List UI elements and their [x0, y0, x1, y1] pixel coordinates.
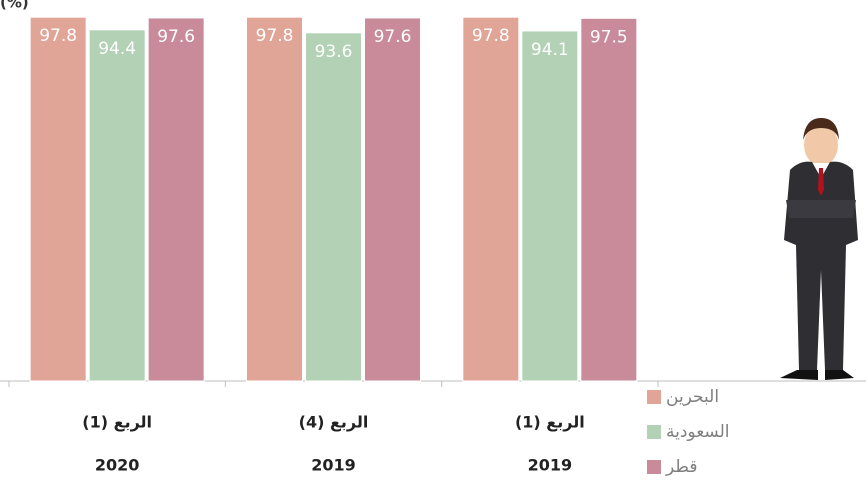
value-label: 94.4 — [98, 39, 136, 59]
value-label: 97.8 — [472, 26, 510, 46]
legend-swatch — [647, 425, 661, 439]
bar — [89, 30, 145, 381]
bar — [463, 17, 519, 381]
bar — [522, 31, 578, 381]
chart: (%) الربع (1) 2020 97.8 94.4 97.6 الربع (4) 20… — [0, 0, 866, 490]
bar — [148, 18, 204, 381]
bar — [247, 17, 303, 381]
legend-swatch — [647, 390, 661, 404]
value-label: 97.8 — [39, 26, 77, 46]
x-tick-label: الربع (1) — [515, 413, 585, 432]
bar — [30, 17, 86, 381]
value-label: 94.1 — [531, 40, 569, 60]
x-tick-label: الربع (4) — [299, 413, 369, 432]
legend-label: البحرين — [666, 387, 719, 407]
value-label: 93.6 — [315, 42, 353, 62]
x-tick-label: 2020 — [95, 456, 140, 475]
value-label: 97.6 — [157, 27, 195, 47]
x-tick-label: 2019 — [528, 456, 573, 475]
legend-label: قطر — [665, 457, 697, 477]
value-label: 97.6 — [374, 27, 412, 47]
bar — [365, 18, 421, 381]
bar — [306, 33, 362, 381]
x-tick-label: 2019 — [311, 456, 356, 475]
bar — [581, 18, 637, 381]
legend-label: السعودية — [666, 422, 729, 442]
y-axis-label: (%) — [0, 0, 29, 12]
value-label: 97.8 — [256, 26, 294, 46]
legend-swatch — [647, 460, 661, 474]
value-label: 97.5 — [590, 27, 628, 47]
person-icon — [780, 118, 858, 380]
x-tick-label: الربع (1) — [82, 413, 152, 432]
